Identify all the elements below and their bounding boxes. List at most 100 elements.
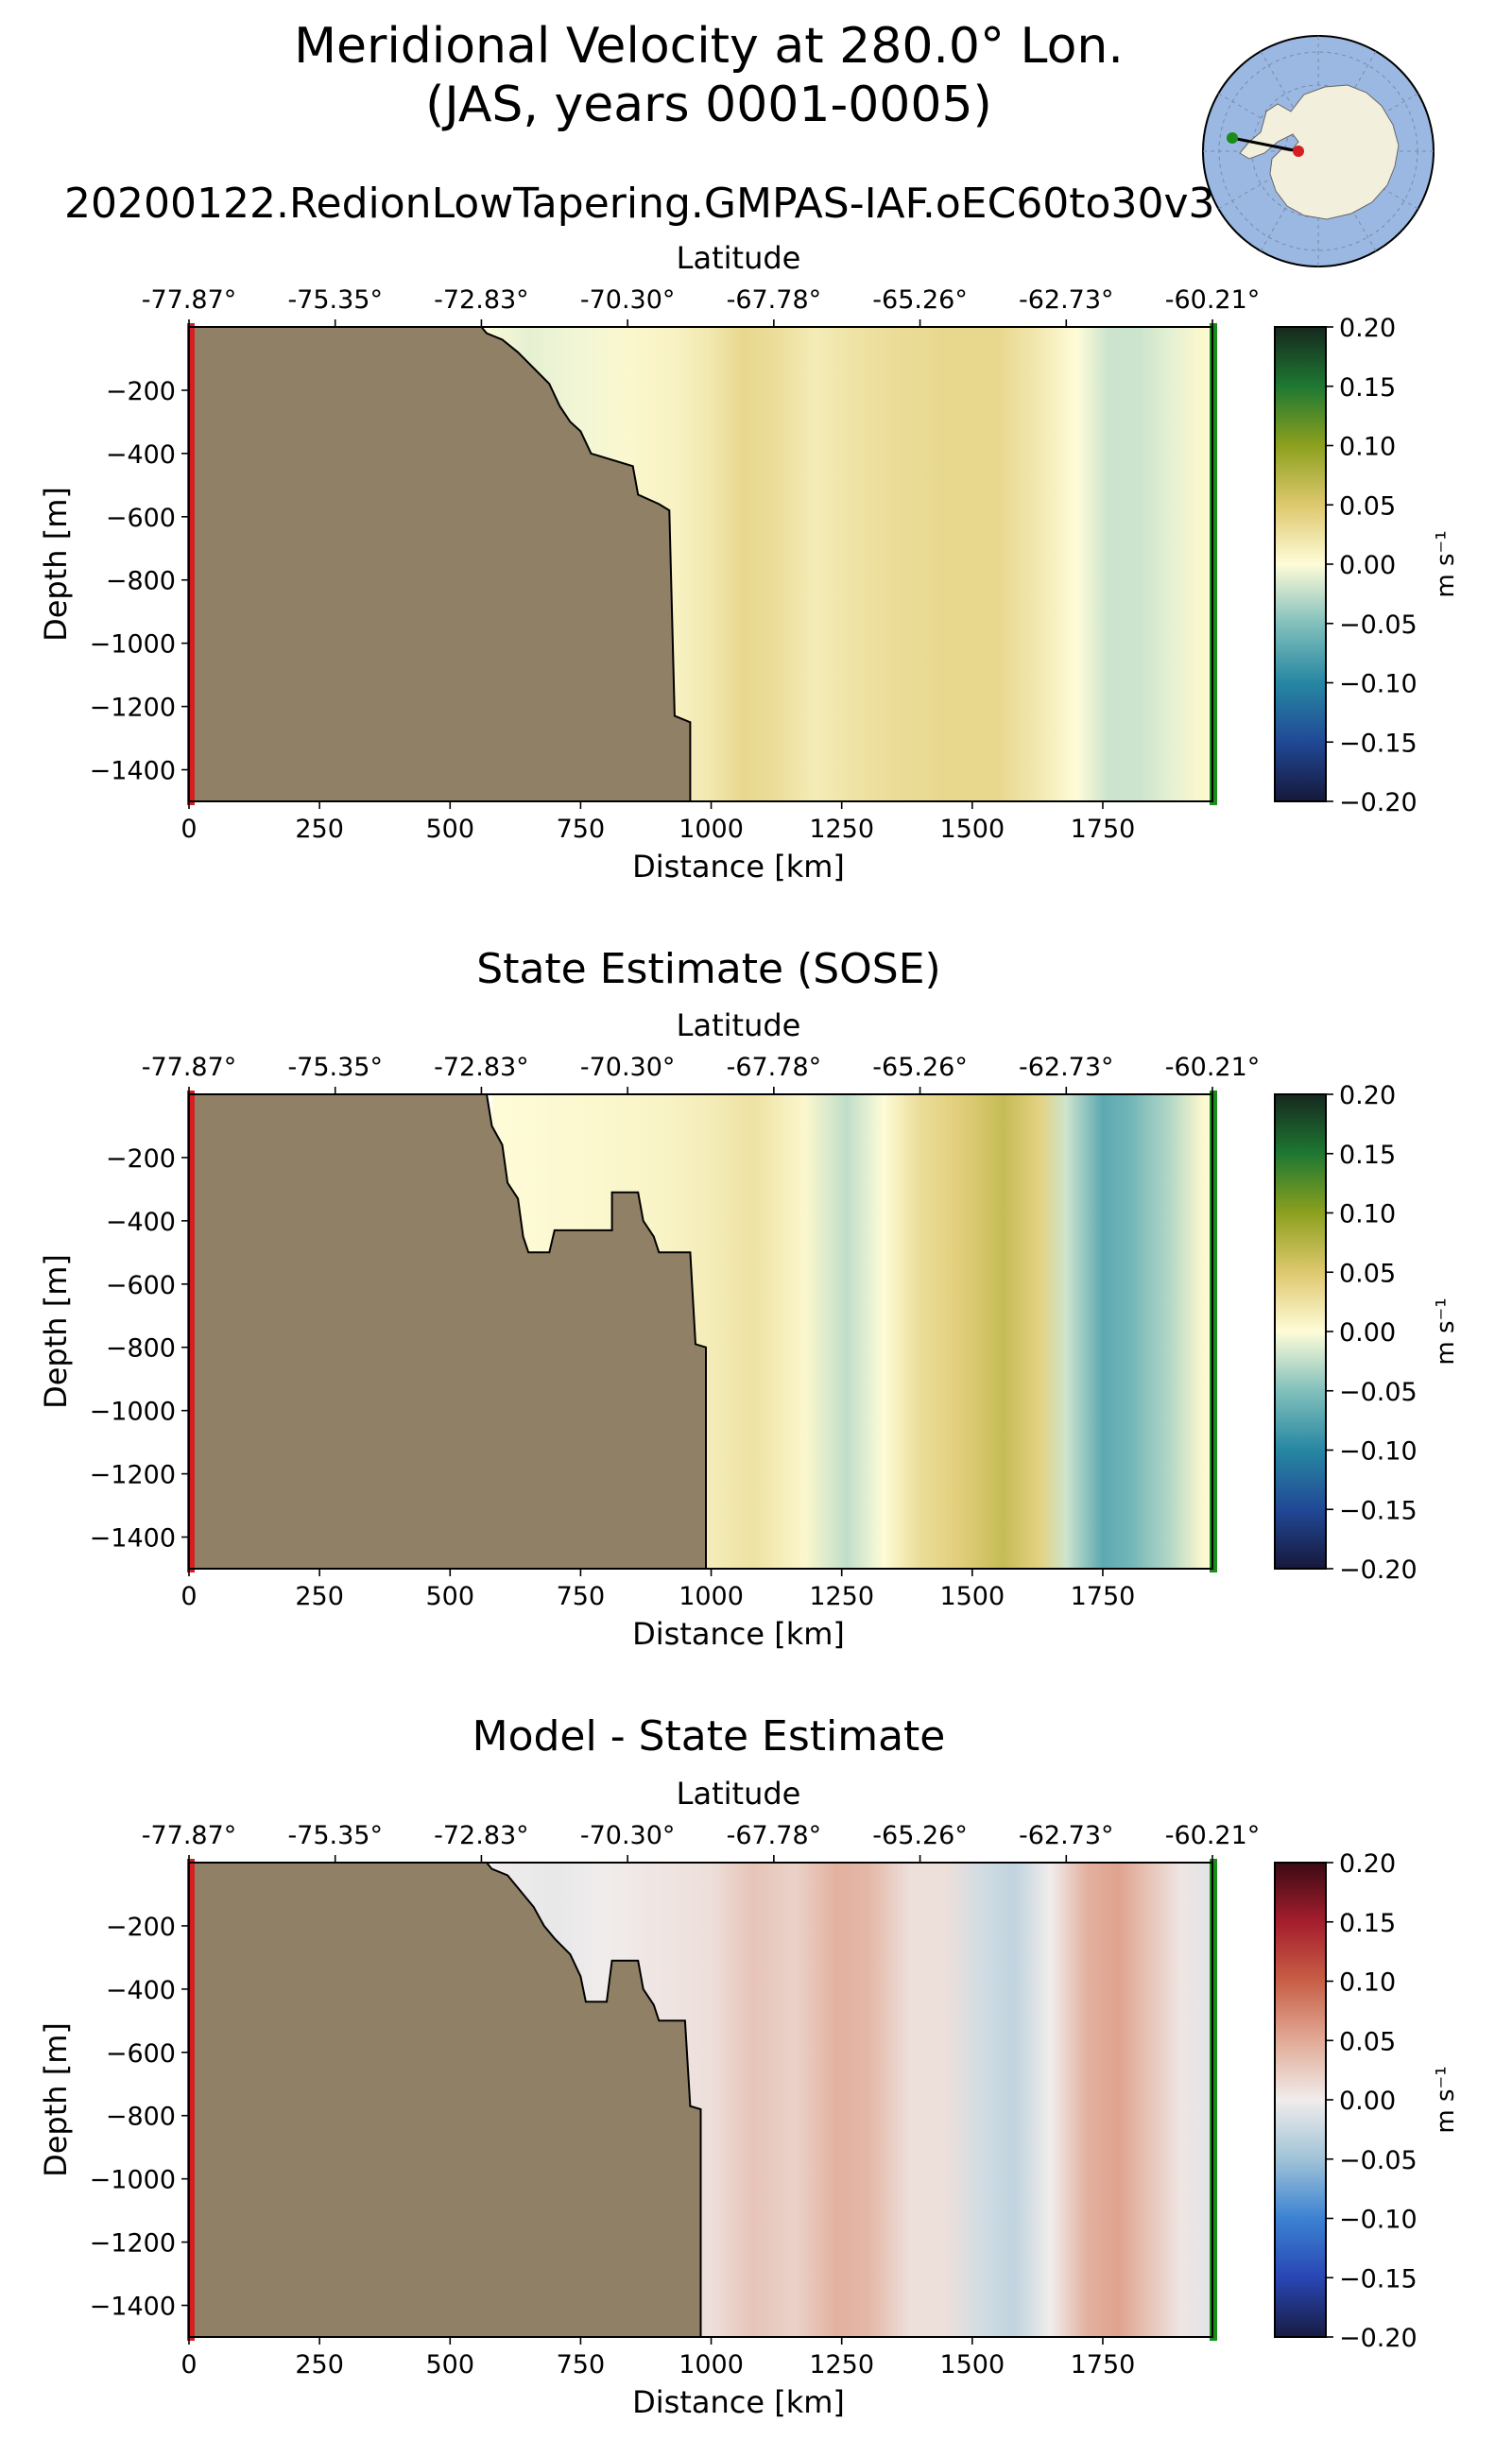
x-tick-label: 500 (426, 815, 475, 844)
x-tick-label: 250 (295, 1582, 344, 1611)
panel-3-title: Model - State Estimate (472, 1712, 946, 1761)
colorbar-tick-label: 0.00 (1339, 1318, 1396, 1348)
x-tick-label: 1750 (1071, 815, 1136, 844)
colorbar-tick-label: −0.20 (1339, 2324, 1418, 2353)
panel-3: 0 250 500 750 1000 1250 1500 1750 Distance [km] −… (38, 1776, 1460, 2420)
colorbar-tick-label: 0.15 (1339, 1909, 1396, 1938)
x-axis-label: Distance [km] (632, 1616, 845, 1652)
y-tick-label: −1000 (90, 2166, 176, 2195)
colorbar-label: m s⁻¹ (1432, 2066, 1460, 2133)
y-axis-label: Depth [m] (38, 1254, 74, 1409)
inset-map (1202, 35, 1435, 267)
axes-frame (188, 1093, 1213, 1570)
latitude-tick-label: -67.78° (727, 1053, 822, 1082)
latitude-tick-label: -77.87° (142, 1053, 237, 1082)
colorbar (1274, 1862, 1327, 2338)
colorbar-tick-label: 0.05 (1339, 491, 1396, 521)
colorbar-label: m s⁻¹ (1432, 530, 1460, 597)
inset-map-antarctica (1239, 84, 1400, 220)
x-tick-label: 1250 (809, 1582, 874, 1611)
latitude-tick-label: -72.83° (434, 1821, 529, 1850)
latitude-tick-label: -77.87° (142, 285, 237, 315)
latitude-tick-label: -70.30° (580, 1053, 676, 1082)
figure-title-line1: Meridional Velocity at 280.0° Lon. (294, 18, 1124, 75)
y-tick-label: −1200 (90, 1461, 176, 1490)
colorbar-tick-label: 0.20 (1339, 314, 1396, 343)
y-tick-label: −1400 (90, 2293, 176, 2322)
colorbar-tick-label: 0.20 (1339, 1081, 1396, 1110)
colorbar-tick-label: 0.05 (1339, 1259, 1396, 1288)
colorbar-tick-label: −0.05 (1339, 610, 1418, 640)
colorbar-tick-label: −0.20 (1339, 1555, 1418, 1585)
colorbar-tick-label: −0.10 (1339, 670, 1418, 699)
y-tick-label: −1400 (90, 1524, 176, 1554)
latitude-tick-label: -75.35° (287, 285, 383, 315)
latitude-tick-label: -65.26° (872, 1053, 968, 1082)
figure-title-line2: (JAS, years 0001-0005) (425, 77, 992, 133)
bathymetry-mask (188, 326, 692, 802)
colorbar-tick-label: −0.15 (1339, 2264, 1418, 2294)
latitude-tick-label: -62.73° (1019, 1821, 1114, 1850)
x-axis-label: Distance [km] (632, 849, 845, 885)
x-tick-label: 1000 (679, 1582, 744, 1611)
colorbar-label: m s⁻¹ (1432, 1297, 1460, 1365)
y-tick-label: −1000 (90, 630, 176, 660)
colorbar (1274, 1093, 1327, 1570)
colorbar-tick-label: 0.00 (1339, 551, 1396, 580)
colorbar-tick-label: 0.20 (1339, 1849, 1396, 1879)
latitude-tick-label: -77.87° (142, 1821, 237, 1850)
latitude-tick-label: -67.78° (727, 285, 822, 315)
x-tick-label: 1000 (679, 2350, 744, 2380)
bathymetry-mask (188, 1093, 707, 1570)
panel-2-title: State Estimate (SOSE) (476, 945, 941, 993)
colorbar-tick-label: −0.10 (1339, 1437, 1418, 1467)
latitude-tick-label: -72.83° (434, 1053, 529, 1082)
latitude-tick-label: -67.78° (727, 1821, 822, 1850)
colorbar (1274, 326, 1327, 802)
colorbar-tick-label: −0.05 (1339, 1378, 1418, 1407)
y-tick-label: −1200 (90, 694, 176, 723)
latitude-tick-label: -75.35° (287, 1821, 383, 1850)
colorbar-tick-label: 0.10 (1339, 433, 1396, 462)
x-tick-label: 500 (426, 2350, 475, 2380)
x-tick-label: 1500 (939, 2350, 1005, 2380)
x-tick-label: 250 (295, 815, 344, 844)
y-tick-label: −600 (106, 1271, 176, 1300)
latitude-tick-label: -65.26° (872, 285, 968, 315)
y-tick-label: −1000 (90, 1398, 176, 1427)
latitude-tick-label: -62.73° (1019, 1053, 1114, 1082)
y-tick-label: −400 (106, 1208, 176, 1237)
x-tick-label: 0 (180, 2350, 197, 2380)
x-tick-label: 1500 (939, 1582, 1005, 1611)
x-tick-label: 750 (557, 815, 606, 844)
latitude-tick-label: -60.21° (1165, 1053, 1261, 1082)
x-tick-label: 500 (426, 1582, 475, 1611)
x-tick-label: 1750 (1071, 1582, 1136, 1611)
latitude-tick-label: -65.26° (872, 1821, 968, 1850)
y-tick-label: −800 (106, 567, 176, 596)
x-tick-label: 1500 (939, 815, 1005, 844)
colorbar-tick-label: −0.10 (1339, 2206, 1418, 2235)
y-tick-label: −200 (106, 1144, 176, 1174)
colorbar-tick-label: −0.15 (1339, 1496, 1418, 1525)
y-tick-label: −200 (106, 1913, 176, 1942)
latitude-tick-label: -62.73° (1019, 285, 1114, 315)
latitude-tick-label: -60.21° (1165, 285, 1261, 315)
x-tick-label: 750 (557, 1582, 606, 1611)
panel-1: 0 250 500 750 1000 1250 1500 1750 Distance [km] −… (38, 240, 1460, 885)
x-axis-label: Distance [km] (632, 2384, 845, 2420)
y-tick-label: −600 (106, 504, 176, 533)
colorbar-tick-label: −0.15 (1339, 729, 1418, 758)
axes-frame (188, 326, 1213, 802)
latitude-axis-label: Latitude (677, 240, 801, 276)
x-tick-label: 0 (180, 815, 197, 844)
y-tick-label: −800 (106, 2103, 176, 2132)
y-axis-label: Depth [m] (38, 487, 74, 642)
axes-frame (188, 1862, 1213, 2338)
colorbar-tick-label: −0.20 (1339, 788, 1418, 817)
x-tick-label: 1250 (809, 2350, 874, 2380)
y-tick-label: −1200 (90, 2229, 176, 2259)
colorbar-tick-label: 0.15 (1339, 373, 1396, 403)
latitude-tick-label: -70.30° (580, 1821, 676, 1850)
latitude-tick-label: -75.35° (287, 1053, 383, 1082)
